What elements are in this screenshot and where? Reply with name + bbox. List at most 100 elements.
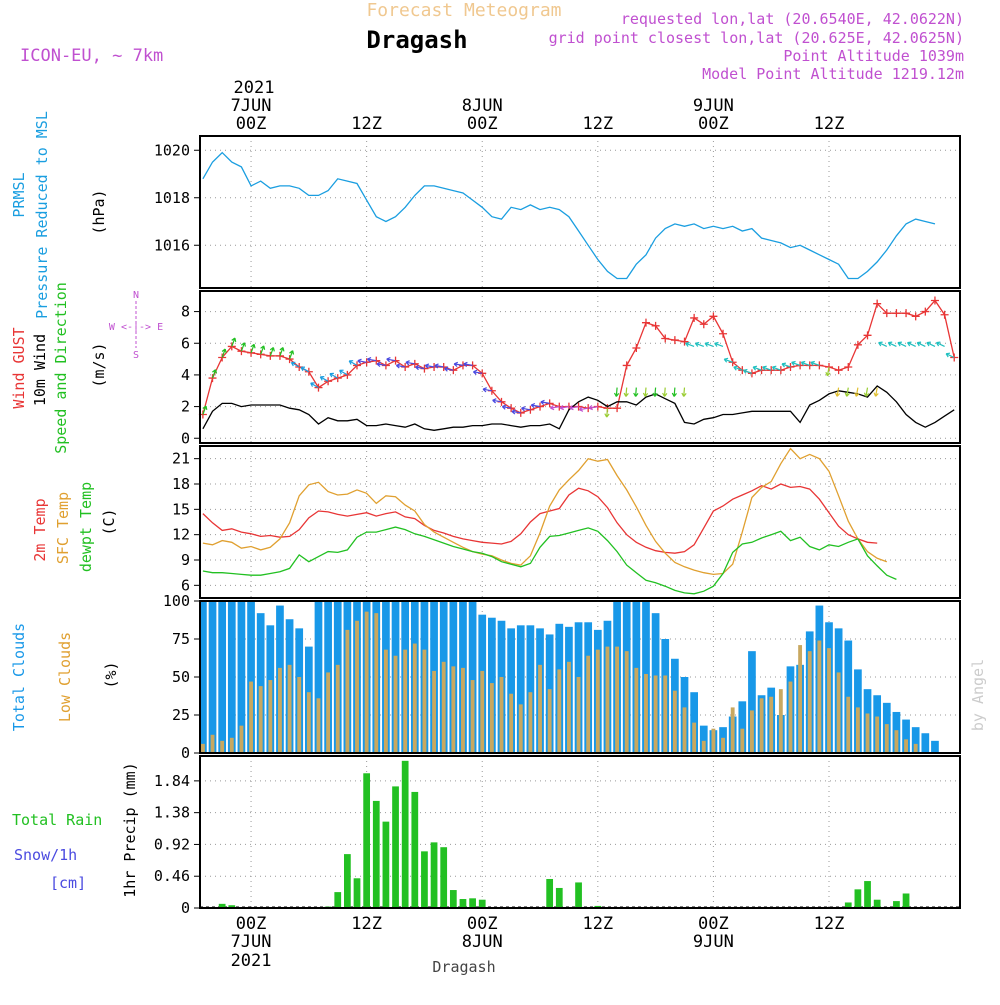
series-line-10m-wind — [202, 385, 955, 431]
total-cloud-bar — [227, 601, 236, 753]
bottom-year-label: 2021 — [231, 951, 272, 971]
total-cloud-bar — [314, 601, 323, 753]
gust-marker — [853, 340, 862, 349]
credit-watermark: by Angel — [969, 659, 987, 731]
wind-direction-arrow — [681, 387, 687, 397]
top-hour-label: 12Z — [351, 114, 382, 134]
low-cloud-bar — [663, 675, 668, 753]
total-cloud-bar — [237, 601, 246, 753]
low-cloud-bar — [750, 710, 754, 753]
bottom-hour-label: 12Z — [351, 914, 382, 934]
rain-bar — [449, 890, 457, 908]
total-rain-label: Total Rain — [12, 811, 102, 829]
panel-frame — [199, 445, 961, 599]
compass-north: N — [133, 290, 139, 301]
gust-marker — [304, 367, 313, 376]
wind-direction-arrow — [559, 404, 570, 411]
wind-direction-arrow — [844, 387, 850, 397]
gust-marker — [911, 312, 920, 321]
wind-direction-arrow — [348, 360, 358, 366]
low-cloud-bar — [711, 728, 716, 753]
wind-direction-arrow — [588, 404, 598, 411]
low-cloud-bar — [393, 655, 398, 753]
rain-bar — [844, 902, 852, 908]
y-tick-label: 1018 — [154, 189, 190, 207]
wind-direction-arrow — [376, 361, 386, 368]
wind-direction-arrow — [444, 366, 454, 372]
wind-direction-arrow — [810, 360, 820, 366]
low-cloud-bar — [855, 707, 860, 753]
low-cloud-bar — [355, 620, 359, 753]
top-hour-label: 00Z — [698, 114, 729, 134]
snow-unit-label: [cm] — [50, 874, 86, 892]
chart-panels: 1016 1018 1020 0 2 4 6 8 6 9 12 15 18 21 0 25 50 75 100 0 0.… — [154, 135, 961, 917]
wind-direction-arrow — [511, 409, 521, 415]
panel-pressure: 1016 1018 1020 — [154, 135, 961, 289]
low-cloud-bar — [287, 664, 292, 753]
low-cloud-bar — [827, 648, 831, 753]
wind-direction-arrow — [935, 341, 945, 347]
low-cloud-bar — [653, 675, 658, 753]
y-tick-label: 9 — [181, 551, 190, 569]
low-cloud-bar — [644, 673, 648, 753]
y-tick-label: 4 — [181, 366, 190, 384]
low-cloud-bar — [634, 667, 639, 753]
top-hour-label: 00Z — [236, 114, 267, 134]
wind-direction-arrow — [289, 350, 295, 360]
y-tick-label: 25 — [172, 706, 190, 724]
bottom-date-label: 8JUN — [462, 932, 503, 952]
low-cloud-bar — [875, 716, 880, 753]
wind-direction-arrow — [662, 387, 668, 397]
gust-marker — [227, 342, 236, 351]
gust-marker — [892, 309, 901, 318]
model-point-altitude: Model Point Altitude 1219.12m — [702, 65, 964, 83]
wind-direction-arrow — [878, 341, 888, 347]
rain-bar — [902, 893, 910, 908]
wind-direction-arrow — [800, 360, 810, 366]
low-cloud-bar — [595, 649, 600, 753]
y-tick-label: 12 — [172, 526, 190, 544]
cloud-panel-labels: Total Clouds Low Clouds (%) — [10, 623, 120, 731]
gust-marker — [902, 309, 911, 318]
panel-clouds: 0 25 50 75 100 — [163, 592, 961, 762]
low-cloud-bar — [615, 646, 620, 753]
total-cloud-bar — [738, 701, 747, 753]
low-cloud-bar — [258, 686, 263, 753]
gust-marker — [776, 366, 785, 375]
rain-bar — [228, 905, 236, 908]
gust-marker — [699, 320, 708, 329]
top-date-label: 7JUN — [231, 96, 272, 116]
low-cloud-bar — [249, 681, 253, 753]
footer-location: Dragash — [432, 958, 495, 976]
wind-direction-arrow — [339, 369, 348, 376]
wind-direction-arrow — [434, 363, 444, 369]
low-clouds-label: Low Clouds — [56, 632, 74, 722]
rain-bar — [430, 842, 438, 908]
low-cloud-bar — [345, 629, 350, 753]
wind-direction-arrow — [386, 357, 396, 363]
rain-bar — [421, 851, 428, 908]
gust-marker — [719, 329, 728, 338]
series-line-dewpt-temp — [202, 526, 897, 595]
prmsl-label: PRMSL — [10, 172, 28, 217]
total-clouds-label: Total Clouds — [10, 623, 28, 731]
low-cloud-bar — [624, 651, 629, 753]
low-cloud-bar — [682, 707, 687, 753]
temp-dewpoint-label: dewpt Temp — [77, 482, 95, 572]
compass-south: S — [133, 350, 139, 361]
low-cloud-bar — [605, 646, 610, 753]
wind-direction-arrow — [415, 364, 425, 371]
y-tick-label: 50 — [172, 668, 190, 686]
low-cloud-bar — [383, 649, 388, 753]
pressure-msl-label: Pressure Reduced to MSL — [33, 111, 51, 319]
gust-marker — [680, 337, 689, 346]
wind-direction-arrow — [791, 360, 801, 366]
low-cloud-bar — [200, 743, 205, 753]
temp-sfc-label: SFC Temp — [54, 492, 72, 564]
wind-direction-arrow — [652, 387, 658, 397]
gust-marker — [709, 312, 718, 321]
low-cloud-bar — [297, 677, 302, 753]
wind-gust-label: Wind GUST — [10, 327, 28, 408]
